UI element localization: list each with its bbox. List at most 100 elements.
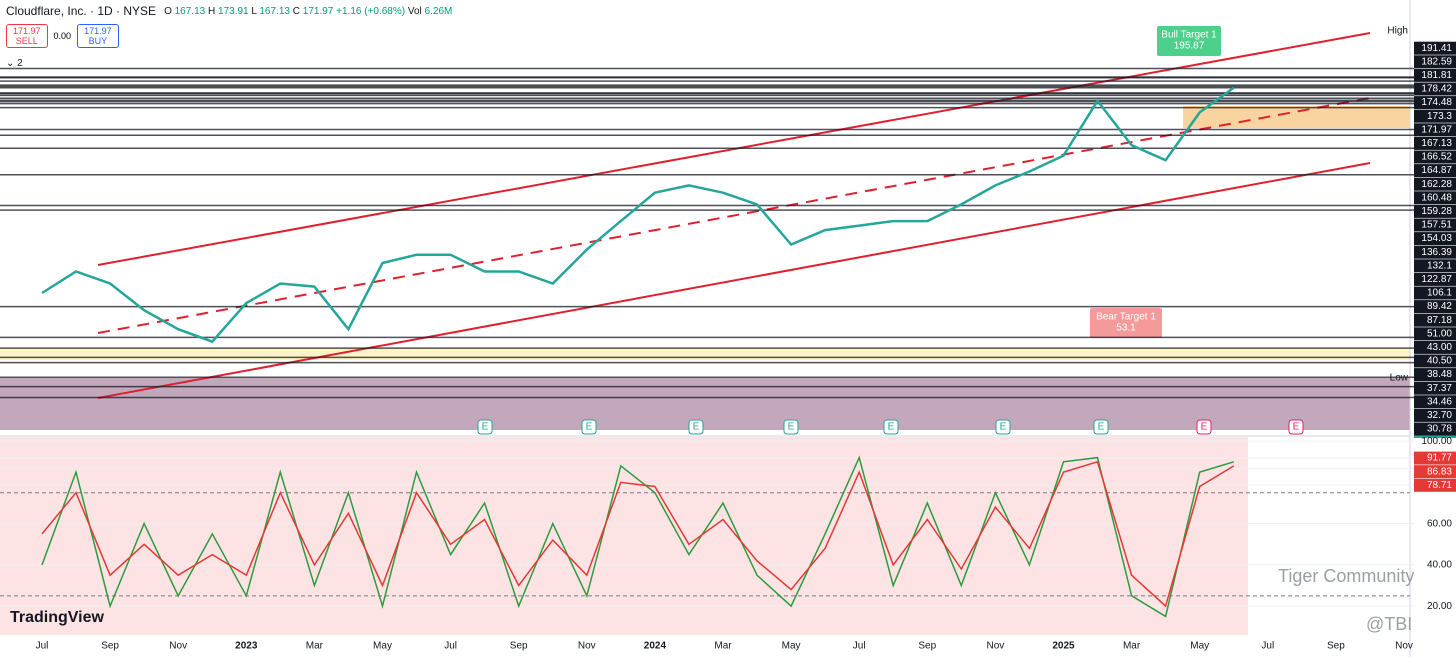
y-tick-bg [1414,286,1456,300]
y-tick-bg [1414,340,1456,354]
y-tick-bg [1414,136,1456,150]
earnings-bg [783,419,799,435]
oscillator-bg [0,437,1248,635]
x-tick-label: May [373,641,392,652]
earnings-bg [995,419,1011,435]
y-tick-label: 173.3 [1427,111,1452,122]
y-tick-bg [1414,451,1456,465]
x-tick-label: Jul [1261,641,1274,652]
x-tick-label: Mar [1123,641,1141,652]
x-tick-label: Mar [306,641,324,652]
ohlc: O 167.13 H 173.91 L 167.13 C 171.97 +1.1… [164,6,452,17]
y-tick-bg [1414,41,1456,55]
y-tick-bg [1414,68,1456,82]
sell-price: 171.97 [13,26,41,36]
y-tick-label: 100.00 [1421,436,1452,447]
bear-target-value: 53.1 [1116,323,1136,334]
series-line [41,86,1235,344]
y-tick-label: 182.59 [1421,56,1452,67]
indicator-count-value: 2 [17,58,23,69]
y-tick-bg [1414,368,1456,382]
x-tick-label: 2023 [235,641,258,652]
earnings-marker: E [1201,422,1208,433]
y-tick-label: 106.1 [1427,288,1452,299]
earnings-marker: E [693,422,700,433]
earnings-marker: E [888,422,895,433]
y-tick-label: 51.00 [1427,328,1452,339]
y-tick-bg [1414,259,1456,273]
y-tick-label: 78.71 [1427,480,1452,491]
y-tick-bg [1414,395,1456,409]
earnings-marker: E [788,422,795,433]
bull-target-title: Bull Target 1 [1161,30,1217,41]
ohlc-label: O [164,5,172,17]
y-tick-label: 37.37 [1427,383,1452,394]
y-tick-label: 132.1 [1427,260,1452,271]
sell-label: SELL [13,36,41,46]
indicator-count[interactable]: ⌄ 2 [6,58,23,69]
y-tick-bg [1414,204,1456,218]
y-tick-label: 34.46 [1427,396,1452,407]
y-tick-label: 30.78 [1427,424,1452,435]
series-line [41,460,1235,608]
y-tick-bg [1414,408,1456,422]
trade-panel: 171.97 SELL 0.00 171.97 BUY [6,24,119,48]
earnings-bg [1196,419,1212,435]
y-tick-bg [1414,191,1456,205]
bull-target-box [1157,26,1221,56]
handle-watermark: @TBI [1366,614,1412,634]
y-tick-bg [1414,478,1456,492]
buy-button[interactable]: 171.97 BUY [77,24,119,48]
change: +1.16 (+0.68%) [336,5,406,17]
y-tick-label: 122.87 [1421,274,1452,285]
y-tick-label: 164.87 [1421,165,1452,176]
series-line [41,455,1235,618]
y-tick-bg [1414,422,1456,436]
y-tick-label: 43.00 [1427,342,1452,353]
y-tick-label: 136.39 [1421,247,1452,258]
volume-label: Vol [407,5,422,17]
x-tick-label: May [1190,641,1209,652]
y-tick-label: 159.28 [1421,206,1452,217]
x-tick-label: Nov [987,641,1005,652]
ohlc-label: H [208,5,216,17]
bear-target-box [1090,308,1162,338]
y-tick-bg [1414,245,1456,259]
ohlc-value: 173.91 [218,5,249,17]
sell-button[interactable]: 171.97 SELL [6,24,48,48]
x-tick-label: Nov [578,641,596,652]
y-tick-bg [1414,381,1456,395]
support-zone [0,348,1410,360]
x-tick-label: Sep [918,641,936,652]
bull-target-value: 195.87 [1174,41,1205,52]
buy-label: BUY [84,36,112,46]
y-tick-bg [1414,232,1456,246]
x-tick-label: Jul [853,641,866,652]
y-tick-label: 174.48 [1421,97,1452,108]
y-tick-label: 178.42 [1421,84,1452,95]
x-tick-label: Mar [714,641,732,652]
x-tick-label: Nov [1395,641,1413,652]
y-tick-bg [1414,313,1456,327]
y-tick-bg [1414,96,1456,110]
ohlc-value: 171.97 [302,5,334,17]
x-tick-label: Sep [101,641,119,652]
y-tick-bg [1414,354,1456,368]
y-tick-bg [1414,177,1456,191]
y-tick-bg [1414,82,1456,96]
y-tick-label: 157.51 [1421,220,1452,231]
earnings-bg [883,419,899,435]
ohlc-label: C [292,5,300,17]
y-tick-label: 40.00 [1427,560,1452,571]
bear-target-title: Bear Target 1 [1096,312,1156,323]
channel-bottom [97,162,1371,399]
y-tick-label: 191.41 [1421,43,1452,54]
symbol: Cloudflare, Inc. · 1D · NYSE [6,4,157,18]
y-tick-bg [1414,150,1456,164]
x-tick-label: Jul [444,641,457,652]
y-tick-label: 87.18 [1427,315,1452,326]
header: Cloudflare, Inc. · 1D · NYSE O 167.13 H … [6,4,452,18]
y-tick-label: 60.00 [1427,518,1452,529]
y-tick-label: 154.03 [1421,233,1452,244]
y-tick-label: 20.00 [1427,601,1452,612]
